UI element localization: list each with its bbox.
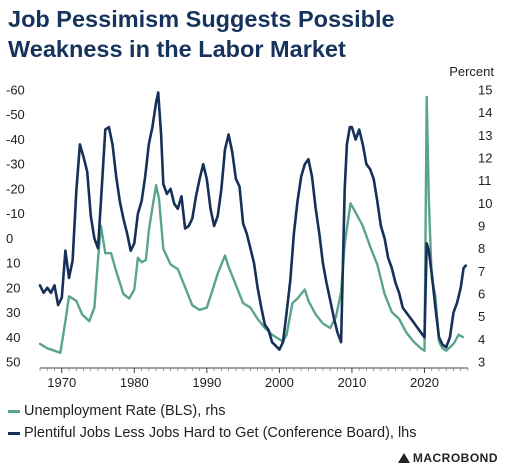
left-axis-tick-label: -50 (6, 107, 25, 122)
right-axis-tick-label: 10 (478, 196, 492, 211)
right-axis-tick-label: 7 (478, 264, 485, 279)
x-axis-tick-label: 2010 (337, 375, 366, 390)
left-axis-tick-label: 20 (6, 280, 20, 295)
chart-legend: Unemployment Rate (BLS), rhs Plentiful J… (8, 400, 417, 444)
series-line-unemployment (38, 95, 465, 355)
x-axis-tick-label: 1990 (192, 375, 221, 390)
right-axis-tick-label: 15 (478, 83, 492, 98)
x-axis-tick-label: 1980 (120, 375, 149, 390)
x-axis-tick-label: 2000 (265, 375, 294, 390)
right-axis-tick-label: 5 (478, 309, 485, 324)
x-axis-tick-label: 2020 (410, 375, 439, 390)
legend-item-unemployment: Unemployment Rate (BLS), rhs (8, 400, 417, 422)
left-axis-tick-label: 0 (6, 231, 13, 246)
right-axis-tick-label: 14 (478, 105, 492, 120)
left-axis-tick-label: -60 (6, 83, 25, 98)
legend-swatch-unemployment (8, 409, 20, 413)
left-axis-tick-label: -30 (6, 157, 25, 172)
right-axis-tick-label: 4 (478, 332, 485, 347)
legend-item-plentiful-jobs: Plentiful Jobs Less Jobs Hard to Get (Co… (8, 422, 417, 444)
chart-title-line-1: Job Pessimism Suggests Possible (8, 6, 395, 32)
x-axis-tick-label: 1970 (47, 375, 76, 390)
right-axis-tick-label: 3 (478, 355, 485, 370)
left-axis-tick-label: 40 (6, 330, 20, 345)
left-axis-tick-label: 30 (6, 305, 20, 320)
left-axis-tick-label: -40 (6, 132, 25, 147)
right-axis-tick-label: 11 (478, 173, 492, 188)
macrobond-logo-icon (397, 453, 410, 463)
left-axis-tick-label: -20 (6, 181, 25, 196)
left-axis-tick-label: -10 (6, 206, 25, 221)
right-axis-tick-label: 12 (478, 151, 492, 166)
legend-swatch-plentiful-jobs (8, 431, 20, 435)
right-axis-tick-label: 13 (478, 128, 492, 143)
chart-title: Job Pessimism Suggests Possible Weakness… (8, 4, 498, 64)
chart-title-line-2: Weakness in the Labor Market (8, 36, 346, 62)
legend-label-plentiful-jobs: Plentiful Jobs Less Jobs Hard to Get (Co… (24, 425, 417, 441)
macrobond-logo-text: MACROBOND (412, 451, 498, 465)
right-axis-tick-label: 8 (478, 241, 485, 256)
left-axis-tick-label: 10 (6, 256, 20, 271)
legend-label-unemployment: Unemployment Rate (BLS), rhs (24, 403, 226, 419)
macrobond-logo: MACROBOND (397, 451, 498, 465)
right-axis-tick-label: 6 (478, 287, 485, 302)
series-line-plentiful-jobs (38, 91, 468, 351)
right-axis-tick-label: 9 (478, 219, 485, 234)
right-axis-unit-label: Percent (449, 64, 494, 79)
left-axis-tick-label: 50 (6, 355, 20, 370)
